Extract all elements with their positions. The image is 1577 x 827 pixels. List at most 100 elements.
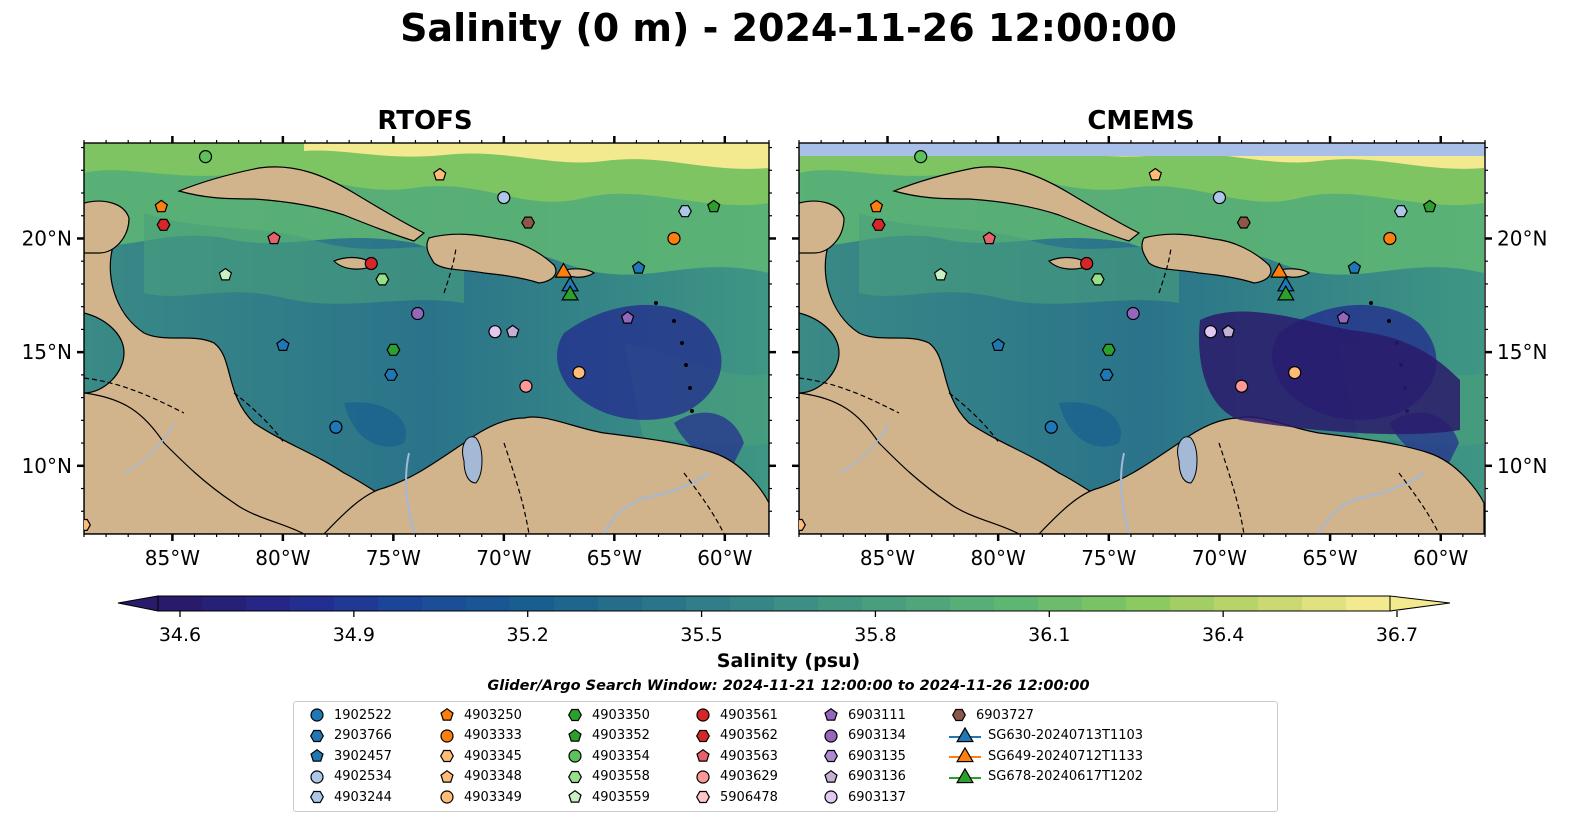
legend-label: 6903136 [848, 769, 906, 784]
colorbar-segment [1346, 596, 1391, 611]
legend-label: 4903350 [592, 707, 650, 723]
legend-marker-icon [952, 708, 966, 722]
legend-label: 6903135 [848, 748, 906, 764]
legend-label: 4903558 [592, 769, 650, 784]
legend-label: 1902522 [334, 707, 392, 723]
observations-cmems [799, 150, 1437, 532]
observation-marker [1099, 368, 1114, 381]
lon-tick-label: 75°W [1081, 546, 1136, 570]
observation-marker [1383, 231, 1397, 246]
observation-marker [154, 199, 169, 213]
legend-entry: 6903111 [820, 706, 906, 724]
legend-entry: 6903727 [948, 706, 1034, 724]
legend-label: SG630-20240713T1103 [988, 728, 1144, 743]
observation-marker [1090, 273, 1105, 286]
observation-marker [561, 284, 580, 301]
legend-marker-icon [956, 726, 974, 742]
legend-entry: SG630-20240713T1103 [948, 726, 1144, 745]
colorbar-segment [466, 596, 511, 611]
colorbar-min-extend [117, 595, 159, 612]
observation-marker [497, 190, 511, 205]
colorbar-segment [598, 596, 643, 611]
legend-marker-icon [568, 749, 582, 763]
observation-marker [384, 368, 399, 381]
legend-marker-icon [568, 770, 582, 783]
colorbar-tick-label: 36.1 [1028, 624, 1070, 646]
colorbar-tick-label: 34.9 [333, 624, 375, 646]
lat-tick-label: 15°N [22, 340, 72, 364]
legend-label: 4903352 [592, 728, 650, 743]
legend-entry: 4902534 [306, 768, 392, 786]
observation-marker [1270, 262, 1289, 278]
observation-marker [707, 199, 721, 213]
legend-entry: 4903563 [692, 747, 778, 765]
colorbar-segment [730, 596, 775, 611]
observation-marker [267, 231, 281, 245]
colorbar-segment [378, 596, 423, 611]
observation-marker [1212, 190, 1227, 205]
colorbar-max-extend [1389, 595, 1451, 612]
legend-entry: 5906478 [692, 788, 778, 806]
legend-marker-icon [568, 789, 582, 803]
legend-marker-icon [824, 749, 838, 763]
observation-marker [1393, 205, 1408, 218]
observation-marker [631, 260, 646, 274]
observation-marker [519, 379, 533, 393]
observation-marker [914, 150, 928, 164]
colorbar-segment [1214, 596, 1259, 611]
legend-entry: 6903135 [820, 747, 906, 765]
lon-tick-label: 75°W [366, 546, 421, 570]
colorbar: 34.6 34.9 35.2 35.5 35.8 36.1 36.4 36.7 [117, 595, 1451, 646]
legend-label: SG678-20240617T1202 [988, 769, 1144, 784]
observation-marker [1221, 324, 1236, 338]
colorbar-segment [554, 596, 599, 611]
colorbar-segment [510, 596, 555, 611]
legend-entry: SG649-20240712T1133 [948, 747, 1143, 765]
legend-entry: 4903348 [436, 768, 522, 786]
observation-marker [1288, 365, 1302, 380]
legend-marker-icon [696, 769, 710, 784]
legend-marker-icon [824, 707, 838, 721]
lon-tick-label: 70°W [476, 546, 531, 570]
observation-marker [1080, 256, 1094, 271]
legend-marker-icon [310, 708, 324, 722]
colorbar-tick-label: 35.2 [507, 624, 549, 646]
colorbar-segment [202, 596, 247, 611]
legend-entry: 4903250 [436, 706, 522, 724]
observation-marker [667, 231, 681, 246]
rtofs-map [84, 143, 769, 534]
legend-label: 4903563 [720, 748, 778, 764]
legend-entry: SG678-20240617T1202 [948, 767, 1144, 786]
legend-marker-icon [696, 748, 710, 762]
colorbar-segment [1126, 596, 1171, 611]
observation-marker [505, 324, 520, 338]
observation-marker [871, 218, 886, 231]
legend-label: 4903244 [334, 789, 392, 805]
legend-marker-icon [956, 747, 974, 763]
missing-data-band [799, 143, 1485, 156]
legend-entry: 6903137 [820, 788, 906, 806]
observation-marker [156, 218, 171, 231]
legend-entry: 4903352 [564, 727, 650, 745]
legend-entry: 4903349 [436, 788, 522, 806]
observation-marker [364, 256, 378, 271]
colorbar-segment [1082, 596, 1127, 611]
legend-entry: 3902457 [306, 747, 392, 765]
colorbar-segment [1038, 596, 1083, 611]
legend-entry: 6903134 [820, 727, 906, 745]
lat-tick-label: 20°N [22, 226, 72, 250]
main-title: Salinity (0 m) - 2024-11-26 12:00:00 [400, 6, 1177, 50]
legend-entry: 4903558 [564, 768, 650, 786]
legend-marker-icon [696, 708, 710, 722]
observation-marker [375, 273, 390, 286]
legend-entry: 4903350 [564, 706, 650, 724]
observation-marker [678, 205, 692, 218]
legend-entry: 4903244 [306, 788, 392, 806]
legend-marker-icon [824, 790, 838, 804]
colorbar-segment [862, 596, 907, 611]
legend-entry: 4903345 [436, 747, 522, 765]
legend-entry: 1902522 [306, 706, 392, 724]
legend-marker-icon [440, 749, 454, 763]
colorbar-segment [1258, 596, 1303, 611]
lat-tick-label: 10°N [1497, 454, 1547, 478]
